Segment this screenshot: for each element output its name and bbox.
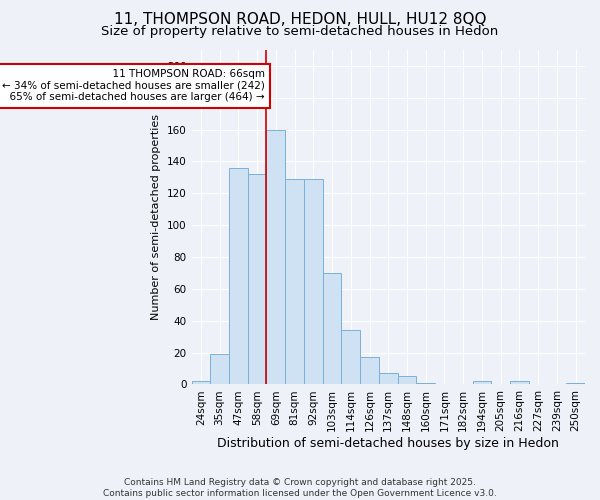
Bar	[510, 382, 529, 384]
Bar	[210, 354, 229, 384]
Y-axis label: Number of semi-detached properties: Number of semi-detached properties	[151, 114, 161, 320]
Text: 11 THOMPSON ROAD: 66sqm
← 34% of semi-detached houses are smaller (242)
  65% of: 11 THOMPSON ROAD: 66sqm ← 34% of semi-de…	[2, 69, 265, 102]
Bar	[416, 383, 435, 384]
Bar	[285, 179, 304, 384]
Bar	[360, 358, 379, 384]
Bar	[566, 383, 585, 384]
Bar	[379, 374, 398, 384]
Bar	[266, 130, 285, 384]
X-axis label: Distribution of semi-detached houses by size in Hedon: Distribution of semi-detached houses by …	[217, 437, 559, 450]
Bar	[341, 330, 360, 384]
Bar	[304, 179, 323, 384]
Bar	[248, 174, 266, 384]
Bar	[323, 273, 341, 384]
Text: Size of property relative to semi-detached houses in Hedon: Size of property relative to semi-detach…	[101, 25, 499, 38]
Text: 11, THOMPSON ROAD, HEDON, HULL, HU12 8QQ: 11, THOMPSON ROAD, HEDON, HULL, HU12 8QQ	[114, 12, 486, 28]
Bar	[191, 382, 210, 384]
Text: Contains HM Land Registry data © Crown copyright and database right 2025.
Contai: Contains HM Land Registry data © Crown c…	[103, 478, 497, 498]
Bar	[473, 382, 491, 384]
Bar	[229, 168, 248, 384]
Bar	[398, 376, 416, 384]
